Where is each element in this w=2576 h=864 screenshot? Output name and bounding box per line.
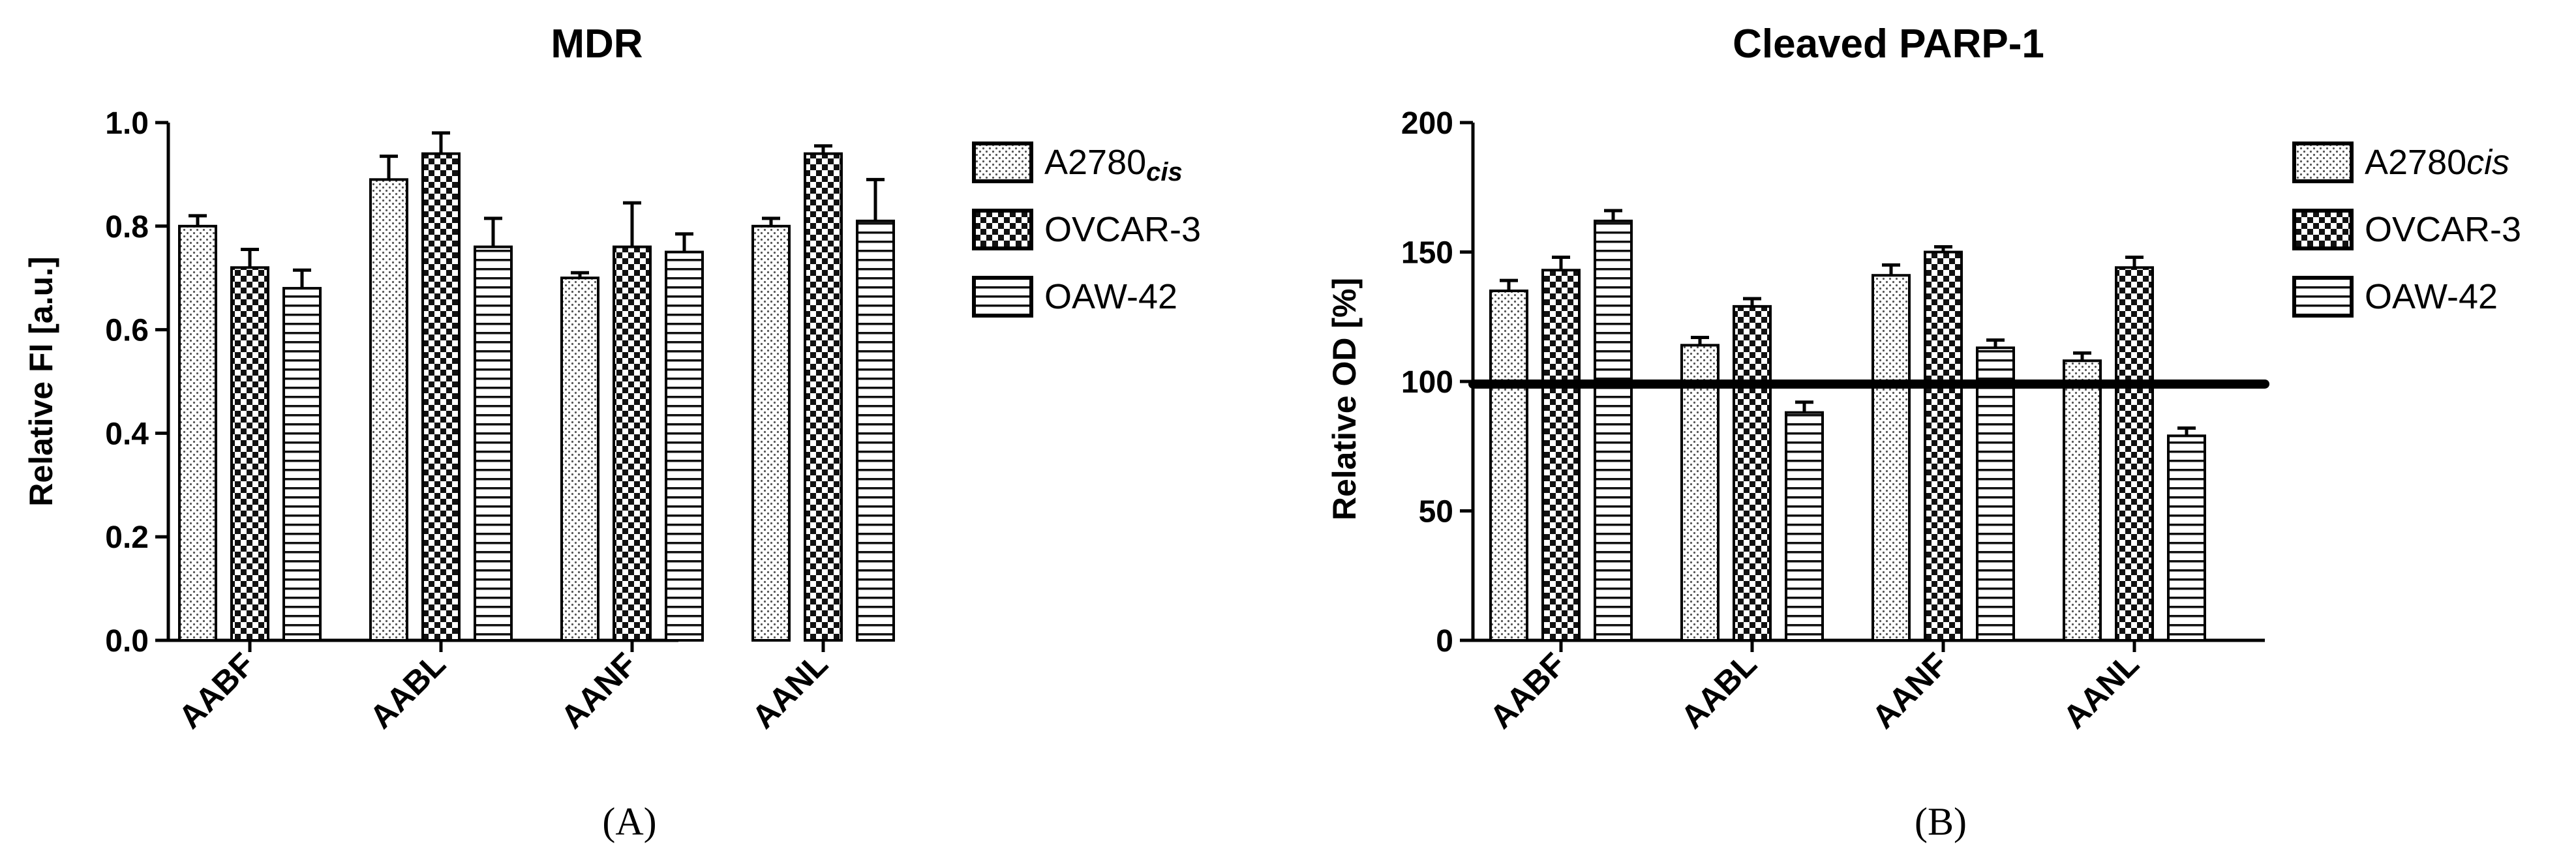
y-tick-label: 0.6	[105, 314, 149, 348]
x-tick-label: AANF	[554, 646, 644, 736]
bar	[2063, 359, 2102, 642]
x-tick-label: AANF	[1865, 646, 1955, 736]
legend-label: A2780cis	[1044, 143, 1183, 186]
y-tick-label: 50	[1419, 495, 1453, 529]
legend-swatch	[2292, 209, 2354, 250]
y-axis-label: Relative FI [a.u.]	[23, 256, 59, 506]
x-tick-label: AANL	[2056, 646, 2146, 736]
bar	[474, 245, 513, 642]
bar	[1680, 344, 1720, 642]
legend-label: OVCAR-3	[1044, 210, 1201, 249]
bar	[369, 178, 408, 642]
bar	[178, 224, 217, 642]
y-tick-label: 0.4	[105, 417, 149, 451]
bar	[804, 152, 843, 642]
bar	[1594, 219, 1633, 642]
legend-label: OVCAR-3	[2365, 210, 2521, 249]
bar	[2167, 434, 2206, 642]
y-tick-label: 0.2	[105, 520, 149, 555]
legend-swatch	[2292, 142, 2354, 183]
bar	[856, 219, 895, 642]
bar	[282, 287, 322, 642]
x-tick-label: AABF	[1483, 646, 1573, 736]
panel-label: (B)	[1915, 800, 1967, 843]
bar	[665, 250, 704, 642]
chart-title: Cleaved PARP-1	[1733, 22, 2044, 67]
y-tick-label: 1.0	[105, 106, 149, 141]
bar	[613, 245, 652, 642]
chart-title: MDR	[551, 22, 643, 67]
y-tick-label: 0	[1436, 624, 1453, 659]
bar	[1489, 290, 1528, 642]
x-tick-label: AANL	[745, 646, 835, 736]
legend-swatch	[972, 142, 1033, 183]
bar	[1871, 274, 1911, 642]
legend-label: A2780cis	[2365, 143, 2509, 182]
bar	[751, 224, 791, 642]
bar	[1976, 346, 2015, 642]
bar	[560, 276, 599, 642]
legend: A2780cis OVCAR-3 OAW-42	[2292, 142, 2521, 318]
legend-swatch	[2292, 276, 2354, 318]
x-tick-label: AABL	[1674, 646, 1764, 736]
bar	[1785, 411, 1824, 642]
x-tick-label: AABL	[363, 646, 453, 736]
bar	[421, 152, 461, 642]
bar	[230, 266, 269, 642]
chart-panel-cleaved-parp-1: Cleaved PARP-1 Relative OD [%] (B) 0 50 10…	[1326, 22, 2521, 843]
x-tick-label: AABF	[172, 646, 262, 736]
y-axis-label: Relative OD [%]	[1326, 278, 1363, 520]
panel-label: (A)	[602, 800, 656, 843]
legend-swatch	[972, 276, 1033, 318]
legend-label: OAW-42	[2365, 277, 2498, 316]
y-tick-label: 0.8	[105, 210, 149, 245]
legend-swatch	[972, 209, 1033, 250]
y-tick-label: 200	[1401, 106, 1453, 141]
bar	[1733, 305, 1772, 642]
bar	[1924, 250, 1963, 642]
chart-panel-mdr: MDR Relative FI [a.u.] (A) 0.0 0.2 0.4 0.6 0…	[23, 22, 1201, 843]
bar	[1541, 269, 1581, 642]
legend: A2780cis OVCAR-3 OAW-42	[972, 142, 1201, 318]
legend-label: OAW-42	[1044, 277, 1177, 316]
y-tick-label: 0.0	[105, 624, 149, 659]
bar	[2115, 266, 2154, 642]
y-tick-label: 150	[1401, 236, 1453, 271]
y-tick-label: 100	[1401, 365, 1453, 400]
